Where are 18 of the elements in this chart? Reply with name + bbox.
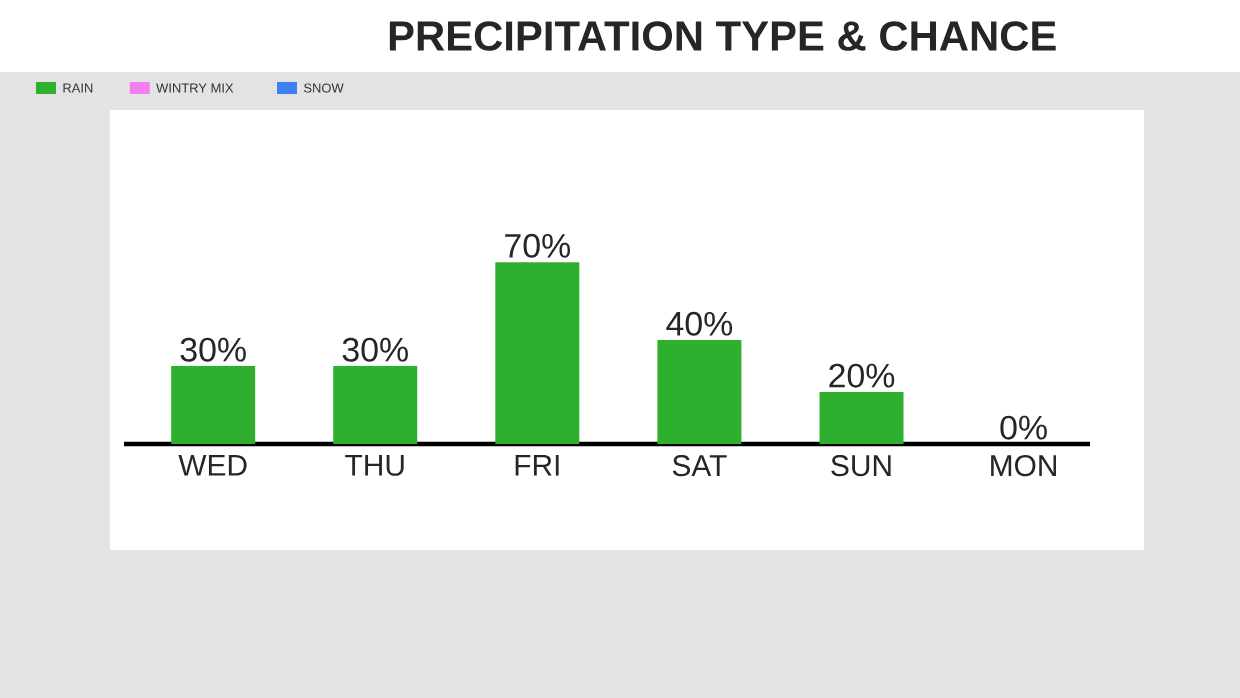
x-tick-label: WED xyxy=(178,455,247,476)
data-label: 70% xyxy=(505,233,570,258)
bar xyxy=(819,392,904,444)
bar xyxy=(333,366,418,444)
chart-title: PRECIPITATION TYPE & CHANCE xyxy=(389,21,1056,51)
data-label: 30% xyxy=(342,337,408,362)
bar xyxy=(657,340,742,444)
bar xyxy=(171,366,256,444)
data-label: 30% xyxy=(180,337,246,362)
x-tick-label: THU xyxy=(345,455,404,476)
bar xyxy=(495,262,580,444)
x-tick-label: FRI xyxy=(515,455,559,476)
data-label: 40% xyxy=(666,311,733,336)
data-label: 20% xyxy=(829,363,895,388)
x-tick-label: SUN xyxy=(831,455,891,477)
x-tick-label: SAT xyxy=(672,455,727,477)
data-label: 0% xyxy=(1000,415,1047,440)
x-tick-label: MON xyxy=(991,455,1056,477)
